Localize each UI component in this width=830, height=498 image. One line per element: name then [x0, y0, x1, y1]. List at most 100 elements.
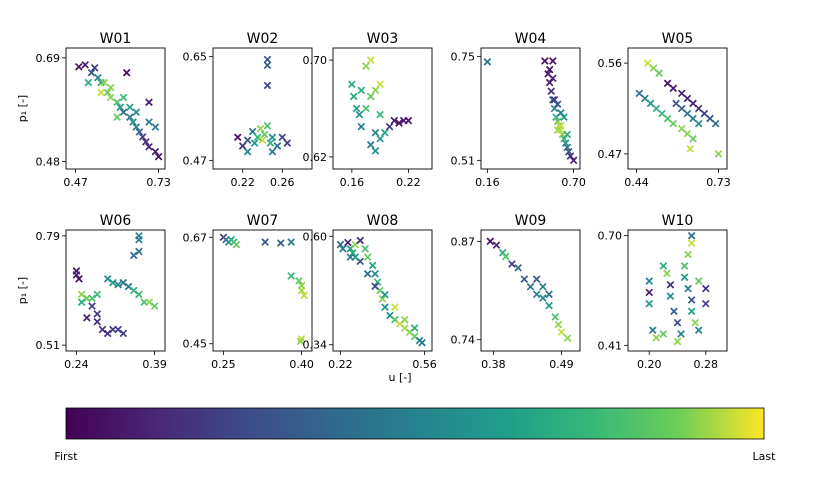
scatter-point [233, 133, 242, 142]
subplot-w10: W10 0.20 0.28 0.41 0.70 [598, 213, 728, 371]
scatter-point [643, 59, 652, 67]
scatter-point [652, 333, 661, 342]
scatter-point [366, 140, 375, 149]
scatter-point [645, 288, 654, 297]
scatter-point [366, 92, 375, 101]
subplot-w04: W04 0.16 0.70 0.51 0.75 [451, 31, 586, 189]
scatter-point [677, 89, 686, 98]
scatter-point [694, 104, 703, 113]
scatter-point [349, 92, 358, 101]
scatter-point [103, 274, 112, 283]
x-tick-label: 0.49 [549, 358, 574, 371]
scatter-point [557, 328, 566, 336]
scatter-point [106, 83, 115, 92]
scatter-point [248, 127, 257, 136]
scatter-point [691, 318, 699, 327]
x-tick-label: 0.16 [475, 176, 500, 189]
scatter-point [261, 238, 269, 246]
scatter-point [145, 98, 153, 107]
scatter-point [694, 119, 703, 128]
scatter-point [94, 73, 102, 82]
scatter-point [135, 235, 143, 244]
scatter-point [97, 88, 105, 97]
scatter-point [276, 239, 285, 247]
y-tick-label: 0.87 [451, 235, 476, 248]
scatter-point [646, 99, 655, 108]
scatter-point [113, 113, 121, 121]
scatter-point [135, 128, 144, 136]
x-tick-label: 0.22 [230, 176, 255, 189]
scatter-point [363, 253, 372, 261]
y-tick-label: 0.41 [598, 339, 623, 352]
subplot-title: W02 [247, 31, 279, 47]
scatter-point [348, 249, 357, 257]
scatter-point [297, 286, 306, 295]
subplot-w09: W09 0.38 0.49 0.74 0.87 [451, 213, 581, 371]
plot-frame [212, 47, 313, 170]
scatter-point [670, 307, 678, 316]
scatter-point [659, 262, 668, 270]
scatter-point [641, 94, 649, 103]
scatter-point [336, 240, 345, 249]
scatter-point [677, 124, 686, 133]
subplot-title: W03 [367, 31, 399, 47]
scatter-point [243, 147, 252, 156]
scatter-point [135, 290, 143, 299]
y-axis-label: p₁ [-] [16, 95, 29, 122]
scatter-point [541, 57, 549, 65]
scatter-point [135, 247, 143, 256]
x-axis-label: u [-] [388, 371, 411, 384]
x-tick-label: 0.73 [706, 176, 731, 189]
scatter-point [663, 114, 672, 123]
scatter-point [673, 318, 682, 327]
scatter-point [539, 294, 547, 302]
scatter-point [553, 100, 562, 108]
subplot-w05: W05 0.44 0.73 0.47 0.56 [598, 31, 731, 189]
scatter-point [680, 273, 689, 282]
scatter-point [363, 270, 372, 278]
plot-frame [480, 47, 581, 170]
scatter-point [119, 108, 128, 117]
x-tick-label: 0.56 [412, 358, 437, 371]
scatter-point [683, 94, 692, 103]
scatter-point [103, 88, 112, 97]
scatter-point [84, 78, 93, 87]
y-tick-label: 0.47 [183, 154, 208, 167]
y-tick-label: 0.34 [303, 339, 328, 352]
scatter-point [684, 250, 692, 259]
scatter-point [119, 93, 128, 102]
scatter-point [560, 113, 568, 121]
scatter-point [371, 270, 379, 278]
x-tick-label: 0.70 [561, 176, 586, 189]
scatter-point [687, 239, 696, 248]
scatter-point [119, 329, 128, 338]
scatter-point [683, 109, 692, 118]
scatter-point [93, 310, 102, 318]
scatter-point [253, 133, 262, 142]
plot-frame [480, 229, 581, 352]
scatter-point [677, 330, 685, 338]
scatter-point [268, 147, 277, 156]
scatter-point [287, 238, 295, 246]
scatter-point [563, 143, 572, 152]
scatter-point [154, 152, 163, 161]
scatter-point [296, 337, 305, 346]
scatter-point [114, 325, 122, 334]
scatter-point [119, 278, 128, 287]
scatter-point [258, 136, 267, 144]
x-tick-label: 0.16 [340, 176, 365, 189]
scatter-point [93, 290, 102, 299]
scatter-point [263, 55, 272, 64]
scatter-point [371, 147, 380, 155]
y-tick-label: 0.74 [451, 334, 476, 347]
scatter-point [514, 264, 522, 272]
scatter-point [687, 307, 696, 316]
scatter-point [100, 78, 109, 87]
scatter-point [368, 261, 377, 270]
plot-frame [332, 47, 433, 170]
scatter-point [83, 314, 91, 322]
scatter-point [132, 123, 141, 131]
scatter-point [555, 121, 564, 130]
scatter-point [532, 275, 541, 283]
scatter-point [77, 298, 86, 307]
